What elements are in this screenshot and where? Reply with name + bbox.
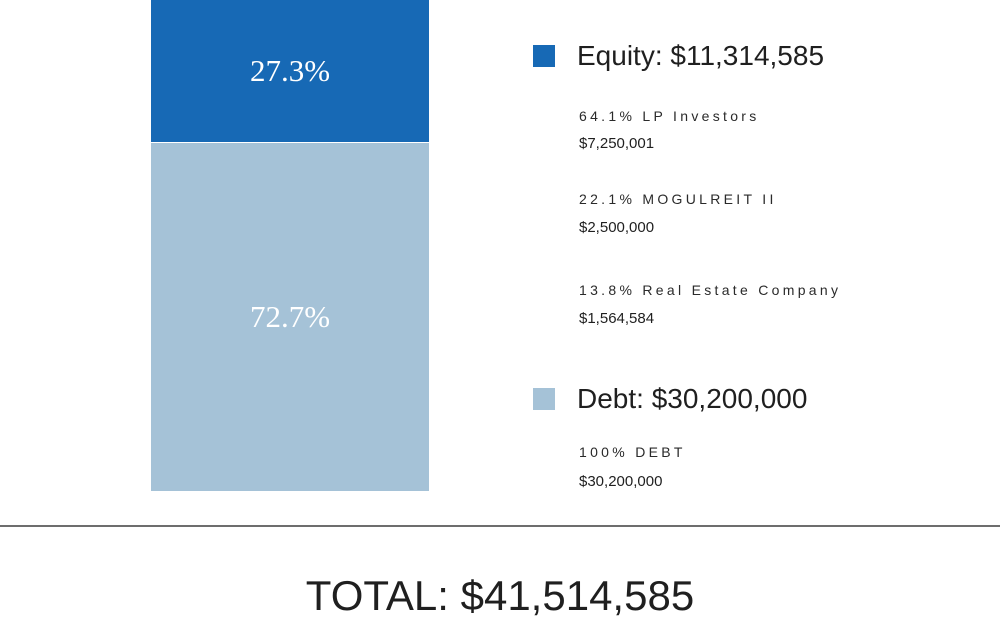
stacked-bar: 27.3% 72.7% (151, 0, 429, 491)
legend-swatch-debt (533, 388, 555, 410)
legend-swatch-equity (533, 45, 555, 67)
total-label: TOTAL: $41,514,585 (305, 572, 695, 619)
breakdown-label-mogulreit: 22.1% MOGULREIT II (579, 191, 777, 207)
legend-label-debt: Debt: $30,200,000 (577, 383, 808, 414)
legend-label-equity: Equity: $11,314,585 (577, 40, 825, 71)
breakdown-amount-debt: $30,200,000 (579, 473, 663, 490)
legend-item-debt: Debt: $30,200,000 (533, 383, 807, 415)
breakdown-label-real-estate-company: 13.8% Real Estate Company (579, 282, 842, 298)
breakdown-label-lp-investors: 64.1% LP Investors (579, 108, 760, 124)
bar-label-debt: 72.7% (249, 299, 331, 334)
divider (0, 525, 1000, 527)
bar-segment-debt: 72.7% (151, 143, 429, 491)
breakdown-amount-real-estate-company: $1,564,584 (579, 310, 655, 327)
bar-label-equity: 27.3% (249, 53, 331, 88)
bar-segment-equity: 27.3% (151, 0, 429, 142)
breakdown-amount-mogulreit: $2,500,000 (579, 219, 655, 236)
breakdown-label-debt: 100% DEBT (579, 444, 686, 460)
breakdown-amount-lp-investors: $7,250,001 (579, 135, 655, 152)
legend-item-equity: Equity: $11,314,585 (533, 40, 824, 72)
